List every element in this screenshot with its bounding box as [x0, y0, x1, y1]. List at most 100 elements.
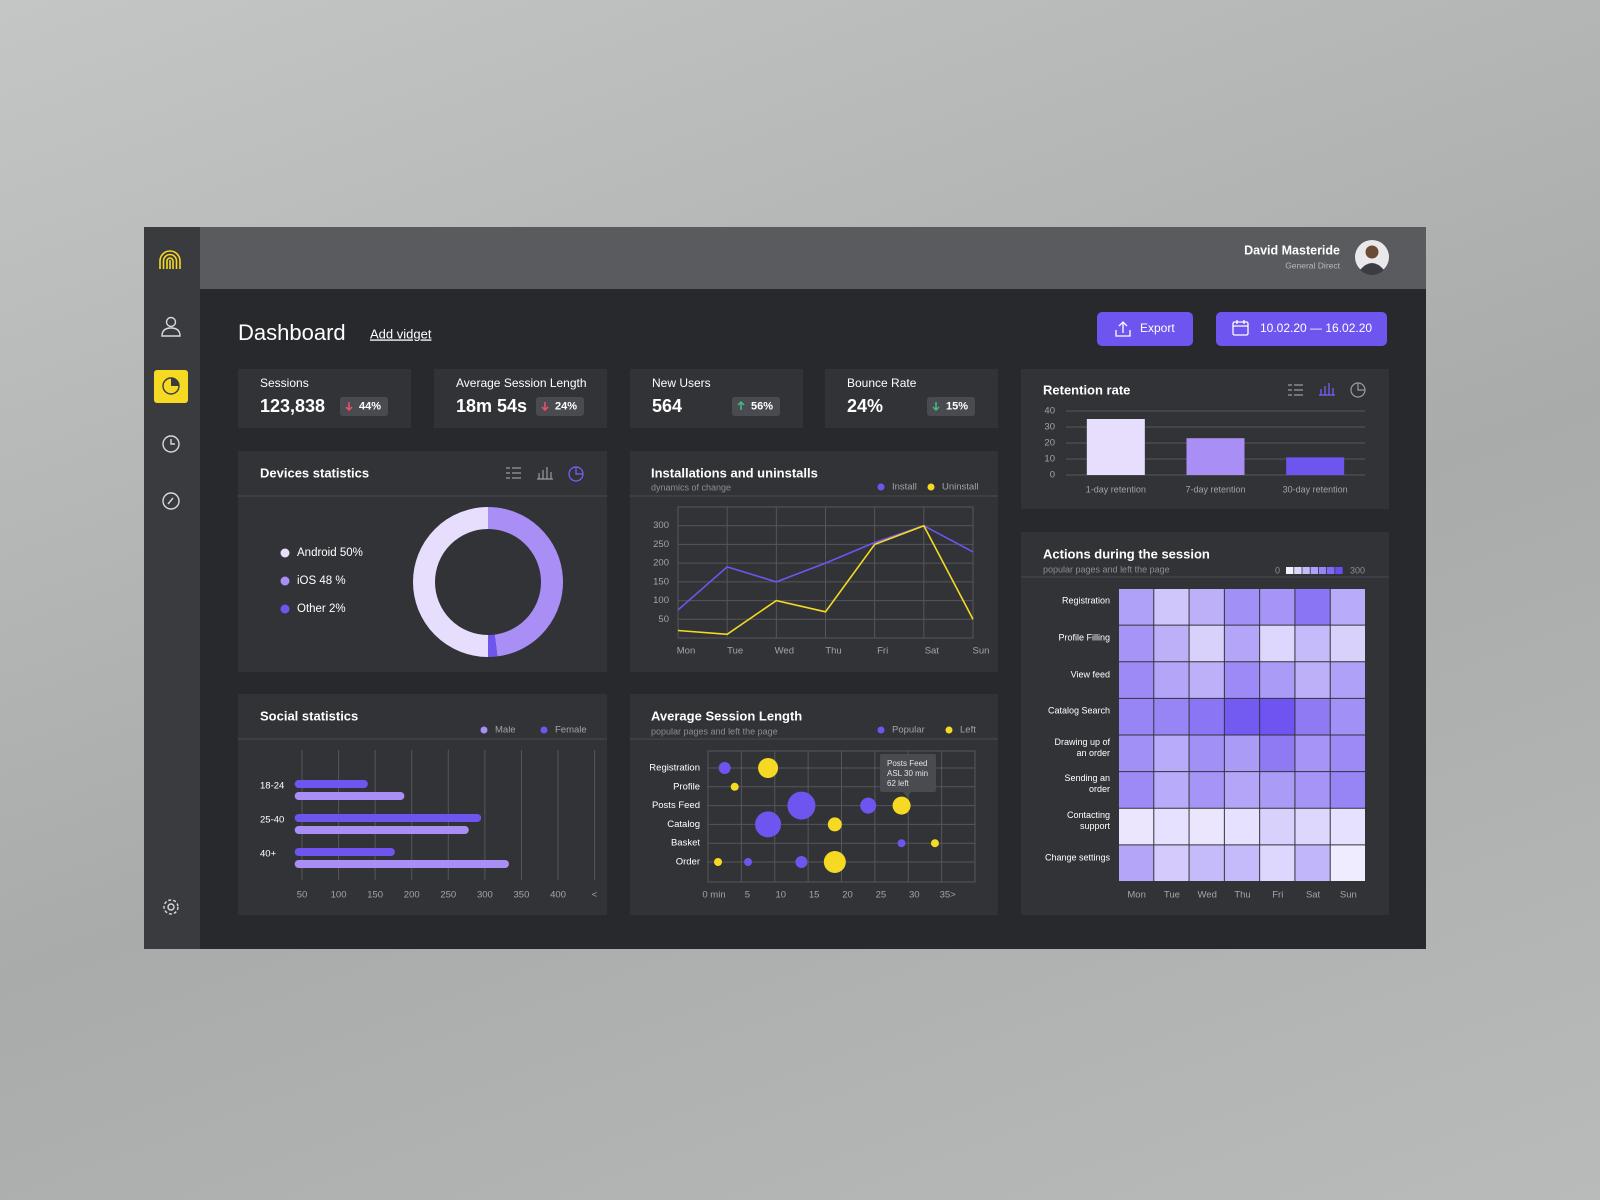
x-tick-label: Mon	[677, 646, 695, 657]
export-label: Export	[1140, 321, 1175, 335]
y-tick-label: Registration	[649, 763, 700, 774]
x-tick-label: 400	[550, 890, 566, 901]
bubble	[758, 758, 779, 778]
x-tick-label: 0 min	[702, 890, 725, 901]
line-series	[677, 524, 974, 636]
heat-cell	[1295, 589, 1330, 625]
x-tick-label: 7-day retention	[1185, 484, 1245, 494]
nav-history[interactable]	[162, 435, 180, 453]
legend-label: Uninstall	[942, 482, 978, 493]
heat-cell	[1154, 698, 1189, 735]
y-tick-label: Order	[676, 857, 700, 868]
x-tick-label: Fri	[877, 646, 888, 657]
nav-users[interactable]	[161, 316, 181, 337]
heat-cell	[1224, 589, 1260, 625]
x-tick-label: 35>	[940, 890, 957, 901]
kpi-change: 44%	[359, 400, 381, 412]
x-tick-label: Wed	[1198, 890, 1217, 901]
heat-cell	[1295, 698, 1330, 735]
legend-label: iOS 48 %	[297, 575, 346, 587]
toggle-list[interactable]	[1288, 384, 1303, 396]
heat-cell	[1295, 735, 1330, 772]
heat-cell	[1189, 662, 1224, 698]
x-tick-label: 5	[745, 890, 750, 901]
y-tick-label: Catalog	[667, 819, 700, 830]
kpi-arrow	[737, 400, 745, 410]
y-tick-label: 40+	[260, 849, 277, 860]
x-tick-label: 150	[367, 890, 383, 901]
y-tick-label: 20	[1044, 438, 1055, 449]
kpi-value: 564	[652, 396, 682, 416]
x-tick-label: <	[592, 890, 598, 901]
heat-cell	[1154, 589, 1189, 625]
scale-min: 0	[1275, 565, 1280, 575]
x-tick-label: Mon	[1127, 890, 1145, 901]
x-tick-label: Sun	[973, 646, 990, 657]
x-tick-label: 250	[440, 890, 456, 901]
heat-cell	[1260, 662, 1295, 698]
scale-swatch	[1327, 567, 1335, 574]
heat-cell	[1154, 735, 1189, 772]
logo	[159, 250, 181, 269]
heat-cell	[1295, 625, 1330, 662]
bar	[1086, 419, 1145, 475]
add-widget-link[interactable]: Add vidget	[370, 326, 432, 341]
heat-cell	[1224, 772, 1260, 808]
heat-cell	[1260, 772, 1295, 808]
toggle-list[interactable]	[506, 467, 521, 479]
bar	[294, 860, 510, 868]
toggle-bar[interactable]	[1319, 383, 1335, 396]
panel-title: Actions during the session	[1043, 546, 1210, 561]
heat-cell	[1330, 772, 1365, 808]
row-label: Contacting support	[1066, 810, 1110, 832]
toggle-pie[interactable]	[1350, 382, 1366, 398]
legend-label: Popular	[892, 725, 925, 736]
kpi-change: 15%	[946, 400, 968, 412]
bubble	[892, 796, 911, 815]
heat-cell	[1154, 808, 1189, 845]
date-range-button[interactable]: 10.02.20 — 16.02.20	[1216, 312, 1387, 346]
kpi-value: 24%	[847, 396, 883, 416]
heat-cell	[1224, 662, 1260, 698]
tooltip-text: 62 left	[887, 779, 910, 788]
top-bar	[200, 227, 1426, 289]
y-tick-label: 100	[653, 595, 669, 606]
user-name: David Masteride	[1244, 243, 1340, 257]
nav-compass[interactable]	[162, 492, 180, 510]
y-tick-label: 25-40	[260, 815, 284, 826]
legend-dot	[945, 726, 953, 734]
y-tick-label: 150	[653, 576, 669, 587]
row-label: Catalog Search	[1047, 705, 1110, 716]
panel-title: Retention rate	[1043, 382, 1130, 397]
panel	[630, 451, 998, 672]
heat-cell	[1260, 589, 1295, 625]
heat-cell	[1330, 662, 1365, 698]
heat-cell	[1189, 845, 1224, 881]
y-tick-label: 18-24	[260, 781, 284, 792]
kpi-change: 56%	[751, 400, 773, 412]
avatar[interactable]	[1355, 240, 1389, 275]
user-role: General Direct	[1285, 260, 1340, 270]
legend-label: Female	[555, 725, 587, 736]
legend-dot	[280, 548, 290, 558]
heat-cell	[1154, 625, 1189, 662]
panel-subtitle: dynamics of change	[651, 482, 731, 492]
heat-cell	[1119, 625, 1154, 662]
x-tick-label: 25	[876, 890, 887, 901]
heat-cell	[1224, 808, 1260, 845]
nav-settings[interactable]	[163, 899, 179, 915]
nav-dashboard[interactable]	[154, 370, 188, 403]
heat-cell	[1295, 662, 1330, 698]
toggle-bar[interactable]	[537, 467, 553, 480]
x-tick-label: 300	[477, 890, 493, 901]
heat-cell	[1189, 772, 1224, 808]
legend-label: Left	[960, 725, 976, 736]
y-tick-label: Posts Feed	[652, 800, 700, 811]
heat-cell	[1119, 735, 1154, 772]
toggle-pie[interactable]	[568, 466, 584, 482]
kpi-badge	[732, 397, 780, 416]
scale-max: 300	[1350, 565, 1365, 575]
heat-cell	[1119, 662, 1154, 698]
legend-label: Android 50%	[297, 547, 363, 559]
export-button[interactable]: Export	[1097, 312, 1193, 346]
